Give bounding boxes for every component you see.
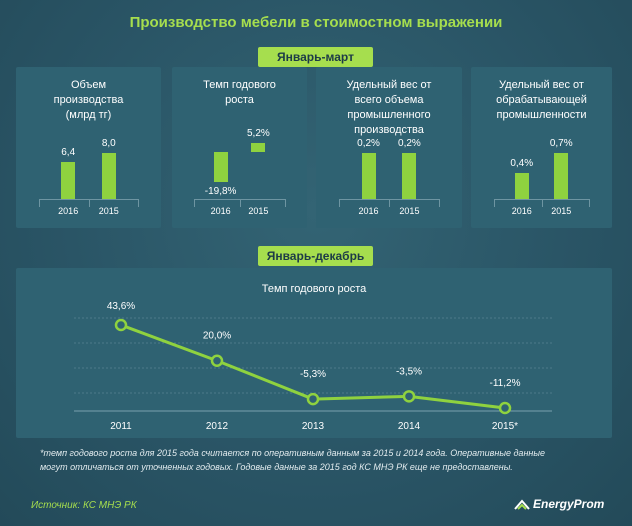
bar — [101, 153, 116, 199]
x-tick-label: 2014 — [398, 421, 421, 432]
page-title: Производство мебели в стоимостном выраже… — [129, 14, 503, 31]
bar-value-label: -19,8% — [204, 186, 237, 197]
logo-mark-icon — [514, 499, 530, 510]
x-tick-label: 2015* — [492, 421, 518, 432]
bar-axis — [193, 199, 286, 200]
point-value-label: 43,6% — [107, 301, 135, 312]
panel-title-line: производства — [53, 94, 124, 106]
data-point — [498, 401, 512, 415]
bar-value-label: 8,0 — [101, 138, 116, 149]
axis-tick — [438, 199, 440, 207]
bar-axis — [493, 199, 590, 200]
panel-title-line: промышленного — [347, 109, 431, 121]
bar-value-label: 0,7% — [549, 138, 573, 149]
x-tick-label: 2011 — [110, 421, 132, 432]
bar — [514, 172, 529, 199]
bar-category-label: 2015 — [551, 206, 572, 216]
bar-category-label: 2016 — [58, 206, 79, 216]
bar-category-label: 2015 — [399, 206, 420, 216]
logo-text: EnergyProm — [533, 497, 605, 511]
bar-category-label: 2016 — [210, 206, 231, 216]
bar — [361, 153, 376, 199]
panel-title-line: всего объема — [354, 94, 424, 106]
x-tick-label: 2013 — [302, 421, 325, 432]
bar-axis — [39, 199, 138, 200]
energyprom-logo: EnergyProm — [514, 497, 604, 511]
q1-panel-4: Удельный вес от обрабатывающей промышленно… — [471, 67, 612, 228]
axis-tick — [88, 199, 90, 207]
footnote-line-2: могут отличаться от уточненных годовых. … — [40, 462, 513, 472]
point-value-label: -5,3% — [300, 369, 326, 380]
bar-axis — [339, 199, 439, 200]
bar-value-label: 0,4% — [510, 157, 534, 169]
point-value-label: -3,5% — [396, 366, 422, 377]
panel-title-line: обрабатывающей — [496, 94, 587, 106]
q1-panel-1: Объем производства (млрд тг) 6,4 2016 8,0 2015 — [16, 67, 161, 228]
bar — [251, 143, 266, 152]
point-value-label: -11,2% — [490, 378, 521, 389]
bar-value-label: 0,2% — [398, 138, 421, 149]
data-point — [210, 354, 224, 367]
point-value-label: 20,0% — [203, 331, 231, 342]
bar — [61, 162, 76, 199]
bar — [402, 153, 417, 199]
bar — [554, 153, 569, 199]
data-point — [114, 318, 128, 332]
bar-category-label: 2016 — [358, 206, 379, 216]
data-point — [306, 392, 320, 406]
axis-tick — [239, 199, 241, 207]
panel-title-line: роста — [225, 94, 254, 106]
data-point — [402, 390, 416, 403]
panel-title-line: Объем — [70, 79, 107, 91]
bar-category-label: 2015 — [98, 206, 119, 216]
section-label-q1: Январь-март — [258, 47, 373, 67]
axis-tick — [339, 199, 341, 207]
axis-tick — [285, 199, 287, 207]
bar-value-label: 6,4 — [61, 147, 76, 159]
line-chart-title: Темп годового роста — [261, 283, 367, 295]
annual-chart-panel — [16, 268, 612, 438]
panel-title-line: Удельный вес от — [346, 79, 432, 91]
q1-panel-2: Темп годового роста -19,8% 2016 5,2% 2015 — [172, 67, 307, 228]
axis-tick — [493, 199, 495, 207]
axis-tick — [193, 199, 195, 207]
panel-title-line: Удельный вес от — [499, 79, 584, 91]
x-tick-label: 2012 — [206, 421, 229, 432]
axis-tick — [389, 199, 390, 207]
panel-title-line: производства — [354, 124, 424, 136]
bar-category-label: 2015 — [248, 206, 269, 216]
panel-title-line: Темп годового — [203, 79, 276, 91]
q1-panel-3: Удельный вес от всего объема промышленного… — [316, 67, 462, 228]
section-label-year: Январь-декабрь — [258, 246, 373, 266]
bar-value-label: 5,2% — [246, 128, 270, 139]
axis-tick — [39, 199, 41, 207]
source-note: Источник: КС МНЭ РК — [31, 500, 137, 511]
footnote-line-1: *темп годового роста для 2015 года счита… — [40, 448, 545, 458]
axis-tick — [137, 199, 139, 207]
bar-value-label: 0,2% — [357, 138, 380, 149]
bar — [213, 152, 228, 182]
axis-tick — [589, 199, 591, 207]
panel-title-line: промышленности — [496, 109, 587, 121]
bar-category-label: 2016 — [511, 206, 532, 216]
footnote: *темп годового роста для 2015 года счита… — [40, 446, 605, 474]
axis-tick — [541, 199, 543, 207]
panel-title-line: (млрд тг) — [65, 109, 112, 121]
